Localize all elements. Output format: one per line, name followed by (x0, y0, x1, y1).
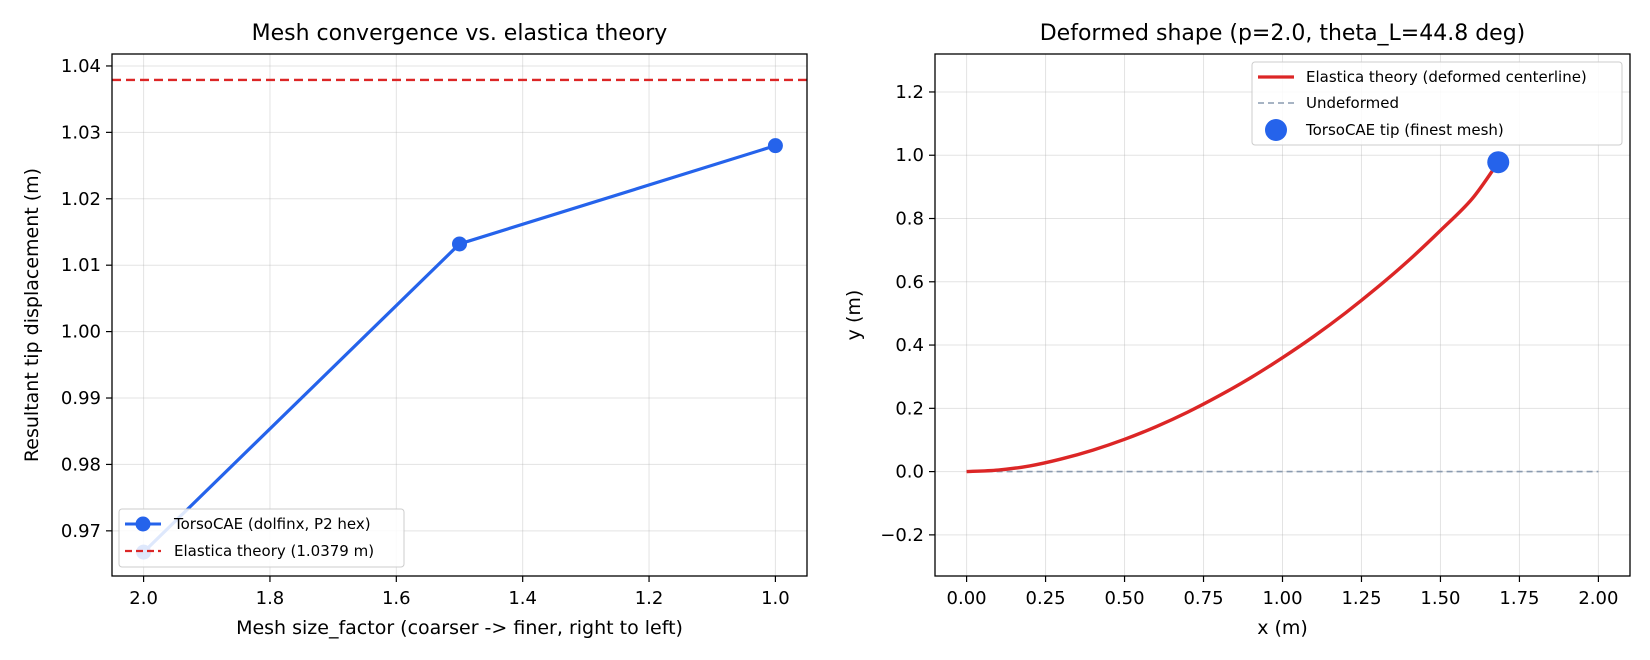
legend-label-torsocae: TorsoCAE (dolfinx, P2 hex) (173, 515, 371, 533)
legend-label-tip: TorsoCAE tip (finest mesh) (1305, 121, 1504, 139)
convergence-grid (112, 54, 807, 576)
convergence-y-tick-label: 1.03 (61, 122, 101, 143)
convergence-y-axis-label: Resultant tip displacement (m) (21, 168, 43, 462)
convergence-x-tick-label: 2.0 (129, 588, 158, 609)
convergence-y-tick-label: 1.02 (61, 189, 101, 210)
torsocae-data-point (767, 138, 783, 154)
deformed-shape-y-tick-label: 0.6 (895, 272, 924, 293)
convergence-y-tick-label: 1.04 (61, 56, 101, 77)
deformed-shape-y-tick-label: 1.0 (895, 145, 924, 166)
convergence-y-tick-label: 1.01 (61, 255, 101, 276)
convergence-y-tick-label: 0.97 (61, 521, 101, 542)
torsocae-tip-marker (1487, 151, 1510, 174)
torsocae-data-point (452, 236, 467, 252)
legend-swatch-tip-marker (1265, 119, 1287, 141)
convergence-x-tick-label: 1.2 (635, 588, 664, 609)
deformed-shape-y-axis-label: y (m) (843, 290, 865, 341)
convergence-y-tick-label: 0.99 (61, 388, 101, 409)
deformed-shape-y-tick-label: 0.4 (895, 335, 924, 356)
convergence-x-tick-label: 1.0 (761, 588, 790, 609)
legend-label-undeformed: Undeformed (1306, 94, 1399, 112)
legend-label-elastica: Elastica theory (1.0379 m) (174, 542, 374, 560)
legend-swatch-torsocae-marker (135, 516, 151, 532)
convergence-x-tick-label: 1.8 (256, 588, 285, 609)
convergence-legend-box (118, 508, 405, 568)
deformed-shape-legend: Elastica theory (deformed centerline) Un… (1251, 61, 1623, 146)
deformed-shape-x-tick-label: 1.00 (1262, 588, 1302, 609)
deformed-shape-legend-box (1251, 61, 1623, 146)
convergence-ticks: 2.0 1.8 1.6 1.4 1.2 1.0 0.97 0.98 0.99 1.00 1.01 1.… (61, 56, 790, 609)
legend-label-elastica-centerline: Elastica theory (deformed centerline) (1306, 68, 1587, 86)
deformed-shape-y-tick-label: −0.2 (880, 525, 924, 546)
deformed-shape-x-tick-label: 1.75 (1499, 588, 1539, 609)
deformed-shape-title: Deformed shape (p=2.0, theta_L=44.8 deg) (1040, 21, 1526, 46)
deformed-shape-y-tick-label: 1.2 (895, 82, 924, 103)
convergence-x-tick-label: 1.6 (382, 588, 411, 609)
deformed-shape-x-tick-label: 2.00 (1578, 588, 1618, 609)
convergence-y-tick-label: 1.00 (61, 322, 101, 343)
deformed-shape-x-tick-label: 0.75 (1183, 588, 1223, 609)
deformed-shape-x-axis-label: x (m) (1257, 617, 1308, 639)
convergence-title: Mesh convergence vs. elastica theory (252, 21, 668, 46)
elastica-deformed-centerline (966, 161, 1500, 474)
deformed-shape-y-tick-label: 0.8 (895, 209, 924, 230)
convergence-x-tick-label: 1.4 (508, 588, 537, 609)
deformed-shape-marks (966, 151, 1599, 474)
convergence-plot-frame (111, 53, 808, 577)
convergence-legend: TorsoCAE (dolfinx, P2 hex) Elastica theo… (118, 508, 405, 568)
convergence-y-tick-label: 0.98 (61, 454, 101, 475)
deformed-shape-x-tick-label: 0.50 (1105, 588, 1145, 609)
convergence-x-axis-label: Mesh size_factor (coarser -> finer, righ… (236, 617, 683, 639)
deformed-shape-plot: 0.00 0.25 0.50 0.75 1.00 1.25 1.50 1.75 2.00 −0.2… (843, 21, 1631, 639)
deformed-shape-x-tick-label: 0.00 (947, 588, 987, 609)
deformed-shape-y-tick-label: 0.2 (895, 398, 924, 419)
deformed-shape-x-tick-label: 0.25 (1026, 588, 1066, 609)
deformed-shape-x-tick-label: 1.50 (1420, 588, 1460, 609)
convergence-plot: 2.0 1.8 1.6 1.4 1.2 1.0 0.97 0.98 0.99 1.00 1.01 1.… (21, 21, 808, 639)
deformed-shape-ticks: 0.00 0.25 0.50 0.75 1.00 1.25 1.50 1.75 2.00 −0.2… (880, 82, 1618, 609)
deformed-shape-x-tick-label: 1.25 (1341, 588, 1381, 609)
deformed-shape-y-tick-label: 0.0 (895, 462, 924, 483)
